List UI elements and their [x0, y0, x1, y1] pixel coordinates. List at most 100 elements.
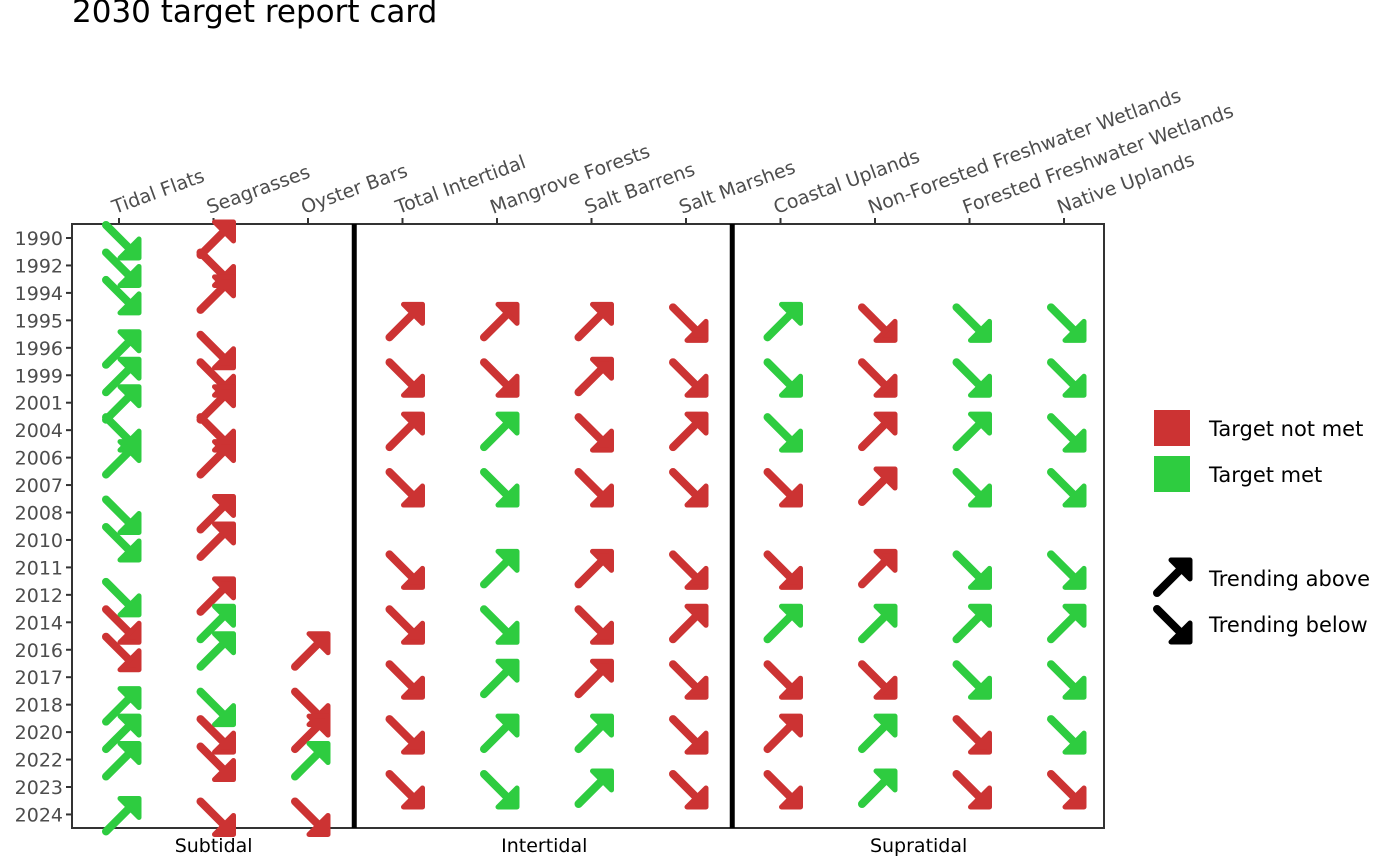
marker-salt-barrens-2011 [574, 548, 614, 589]
marker-total-intertidal-2017 [385, 660, 425, 700]
marker-salt-barrens-2017 [574, 658, 614, 699]
marker-coastal-uplands-2011 [763, 550, 803, 590]
year-label-2011: 2011 [15, 557, 63, 579]
year-label-2018: 2018 [15, 695, 63, 717]
marker-coastal-uplands-2020 [763, 713, 803, 754]
year-label-2004: 2004 [15, 420, 63, 442]
marker-seagrasses-1994 [196, 274, 236, 314]
marker-salt-barrens-1995 [574, 301, 614, 342]
marker-forested-freshwater-wetlands-2020 [952, 715, 992, 755]
legend-swatch-target-not-met [1154, 410, 1190, 446]
marker-mangrove-forests-1995 [480, 301, 520, 342]
marker-total-intertidal-2004 [385, 411, 425, 452]
year-label-2023: 2023 [15, 777, 63, 799]
year-label-2016: 2016 [15, 640, 63, 662]
marker-salt-marshes-2020 [669, 715, 709, 755]
marker-salt-marshes-2004 [669, 411, 709, 452]
marker-oyster-bars-2024 [291, 797, 331, 837]
marker-mangrove-forests-1999 [480, 358, 520, 398]
marker-seagrasses-2008 [196, 494, 236, 534]
marker-salt-marshes-2014 [669, 603, 709, 644]
marker-total-intertidal-2007 [385, 468, 425, 508]
marker-salt-marshes-2017 [669, 660, 709, 700]
marker-non-forested-freshwater-wetlands-1995 [858, 303, 898, 343]
marker-salt-marshes-1995 [669, 303, 709, 343]
marker-tidal-flats-1992 [102, 248, 142, 288]
legend-arrow-trending-below [1153, 605, 1193, 645]
marker-tidal-flats-2022 [102, 741, 142, 781]
marker-non-forested-freshwater-wetlands-2004 [858, 411, 898, 452]
group-label-subtidal: Subtidal [175, 835, 253, 857]
marker-forested-freshwater-wetlands-2004 [952, 411, 992, 452]
marker-forested-freshwater-wetlands-2023 [952, 770, 992, 810]
group-labels: Subtidal Intertidal Supratidal [175, 835, 968, 857]
marker-total-intertidal-2023 [385, 770, 425, 810]
marker-salt-barrens-2023 [574, 768, 614, 808]
group-label-intertidal: Intertidal [501, 835, 587, 857]
marker-non-forested-freshwater-wetlands-2023 [858, 768, 898, 808]
marker-non-forested-freshwater-wetlands-2017 [858, 660, 898, 700]
marker-mangrove-forests-2023 [480, 770, 520, 810]
marker-mangrove-forests-2020 [480, 713, 520, 754]
marker-native-uplands-2017 [1047, 660, 1087, 700]
marker-seagrasses-2001 [196, 384, 236, 424]
marker-coastal-uplands-2017 [763, 660, 803, 700]
marker-salt-barrens-2020 [574, 713, 614, 754]
marker-mangrove-forests-2007 [480, 468, 520, 508]
marker-non-forested-freshwater-wetlands-1999 [858, 358, 898, 398]
marker-tidal-flats-2020 [102, 713, 142, 754]
marker-salt-barrens-2004 [574, 413, 614, 453]
column-label-mangrove-forests: Mangrove Forests [487, 140, 653, 218]
marker-forested-freshwater-wetlands-2017 [952, 660, 992, 700]
marker-tidal-flats-2024 [102, 795, 142, 836]
marker-native-uplands-2020 [1047, 715, 1087, 755]
marker-total-intertidal-2014 [385, 605, 425, 645]
marker-non-forested-freshwater-wetlands-2011 [858, 548, 898, 589]
marker-seagrasses-2014 [196, 603, 236, 644]
legend-label-target-not-met: Target not met [1208, 417, 1363, 441]
legend-swatch-target-met [1154, 456, 1190, 492]
year-label-1999: 1999 [15, 365, 63, 387]
marker-mangrove-forests-2017 [480, 658, 520, 699]
marker-coastal-uplands-2007 [763, 468, 803, 508]
marker-total-intertidal-2011 [385, 550, 425, 590]
year-label-2001: 2001 [15, 393, 63, 415]
legend: Target not met Target met Trending above Tr… [1153, 410, 1370, 645]
marker-tidal-flats-2016 [102, 632, 142, 673]
marker-tidal-flats-1990 [102, 221, 142, 261]
marker-total-intertidal-2020 [385, 715, 425, 755]
legend-label-trending-above: Trending above [1208, 567, 1370, 591]
year-label-2022: 2022 [15, 750, 63, 772]
marker-total-intertidal-1999 [385, 358, 425, 398]
marker-coastal-uplands-2014 [763, 603, 803, 644]
column-label-tidal-flats: Tidal Flats [108, 165, 207, 219]
marker-seagrasses-1996 [196, 330, 236, 371]
marker-forested-freshwater-wetlands-1995 [952, 303, 992, 343]
marker-coastal-uplands-2004 [763, 413, 803, 453]
marker-salt-barrens-2007 [574, 468, 614, 508]
year-labels: 1990 1992 1994 1995 1996 1999 2001 2004 2006 2007… [15, 228, 63, 826]
column-label-oyster-bars: Oyster Bars [298, 160, 410, 219]
chart-title: 2030 target report card [72, 0, 438, 30]
marker-salt-barrens-1999 [574, 356, 614, 397]
marker-oyster-bars-2022 [291, 741, 331, 781]
marker-native-uplands-2007 [1047, 468, 1087, 508]
year-label-2010: 2010 [15, 530, 63, 552]
marker-native-uplands-2011 [1047, 550, 1087, 590]
legend-label-target-met: Target met [1208, 463, 1322, 487]
marker-seagrasses-2016 [196, 631, 236, 671]
marker-tidal-flats-2014 [102, 605, 142, 645]
year-label-1996: 1996 [15, 338, 63, 360]
marker-mangrove-forests-2014 [480, 605, 520, 645]
marker-forested-freshwater-wetlands-2007 [952, 468, 992, 508]
marker-salt-marshes-2023 [669, 770, 709, 810]
year-label-1990: 1990 [15, 228, 63, 250]
marker-tidal-flats-2001 [102, 384, 142, 424]
marker-native-uplands-1995 [1047, 303, 1087, 343]
group-label-supratidal: Supratidal [870, 835, 967, 857]
marker-mangrove-forests-2011 [480, 548, 520, 589]
marker-coastal-uplands-2023 [763, 770, 803, 810]
marker-salt-barrens-2014 [574, 605, 614, 645]
